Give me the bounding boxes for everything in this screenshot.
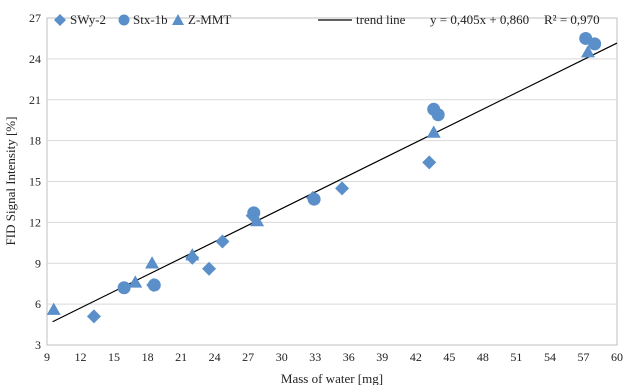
x-tick-label: 21	[175, 350, 187, 364]
data-points	[46, 31, 602, 324]
point-swy-2	[202, 261, 217, 276]
y-tick-label: 9	[35, 256, 41, 270]
point-z-mmt	[128, 275, 143, 288]
legend-stx1b-label: Stx-1b	[133, 12, 168, 27]
x-tick-label: 39	[376, 350, 388, 364]
legend-stx1b-marker	[118, 14, 130, 26]
legend-swy2-label: SWy-2	[70, 12, 106, 27]
y-tick-labels: 3 6 9 12 15 18 21 24 27	[29, 11, 41, 352]
point-stx-1b	[588, 37, 602, 51]
y-axis-title: FID Signal Intensity [%]	[3, 117, 18, 246]
gridlines	[47, 58, 617, 305]
y-tick-label: 12	[29, 215, 41, 229]
x-tick-label: 54	[544, 350, 556, 364]
y-tick-label: 18	[29, 134, 41, 148]
x-tick-label: 42	[410, 350, 422, 364]
point-stx-1b	[431, 108, 445, 122]
x-tick-label: 57	[577, 350, 589, 364]
trend-r-squared: R² = 0,970	[544, 12, 600, 27]
legend: SWy-2 Stx-1b Z-MMT trend line y = 0,405x…	[54, 12, 600, 27]
point-swy-2	[86, 309, 101, 324]
x-tick-label: 51	[510, 350, 522, 364]
x-tick-label: 60	[611, 350, 623, 364]
x-tick-label: 9	[44, 350, 50, 364]
x-tick-label: 15	[108, 350, 120, 364]
point-z-mmt	[580, 45, 595, 58]
x-tick-label: 12	[75, 350, 87, 364]
legend-trend-label: trend line	[356, 12, 406, 27]
point-z-mmt	[250, 214, 265, 227]
x-tick-label: 48	[477, 350, 489, 364]
point-z-mmt	[46, 302, 61, 315]
point-stx-1b	[147, 278, 161, 292]
x-tick-label: 27	[242, 350, 254, 364]
y-tick-label: 27	[29, 11, 41, 25]
y-tick-label: 6	[35, 297, 41, 311]
point-stx-1b	[117, 281, 131, 295]
x-tick-label: 36	[343, 350, 355, 364]
y-tick-label: 15	[29, 175, 41, 189]
legend-zmmt-marker	[172, 14, 184, 25]
y-tick-label: 3	[35, 338, 41, 352]
point-swy-2	[215, 234, 230, 249]
point-z-mmt	[145, 256, 160, 269]
point-swy-2	[422, 155, 437, 170]
x-tick-label: 30	[276, 350, 288, 364]
y-tick-label: 24	[29, 52, 41, 66]
trend-line	[52, 42, 618, 323]
x-tick-label: 33	[309, 350, 321, 364]
legend-zmmt-label: Z-MMT	[188, 12, 231, 27]
x-tick-label: 45	[443, 350, 455, 364]
point-stx-1b	[307, 192, 321, 206]
point-z-mmt	[426, 125, 441, 138]
x-axis-title: Mass of water [mg]	[281, 371, 383, 385]
trend-equation: y = 0,405x + 0,860	[430, 12, 529, 27]
point-z-mmt	[185, 248, 200, 261]
y-tick-label: 21	[29, 93, 41, 107]
x-tick-label: 24	[209, 350, 221, 364]
legend-swy2-marker	[54, 14, 66, 26]
point-swy-2	[335, 181, 350, 196]
x-tick-labels: 9 12 15 18 21 24 27 30 33 36 39 42 45 48 51 54 57 60	[44, 350, 623, 364]
x-tick-label: 18	[142, 350, 154, 364]
